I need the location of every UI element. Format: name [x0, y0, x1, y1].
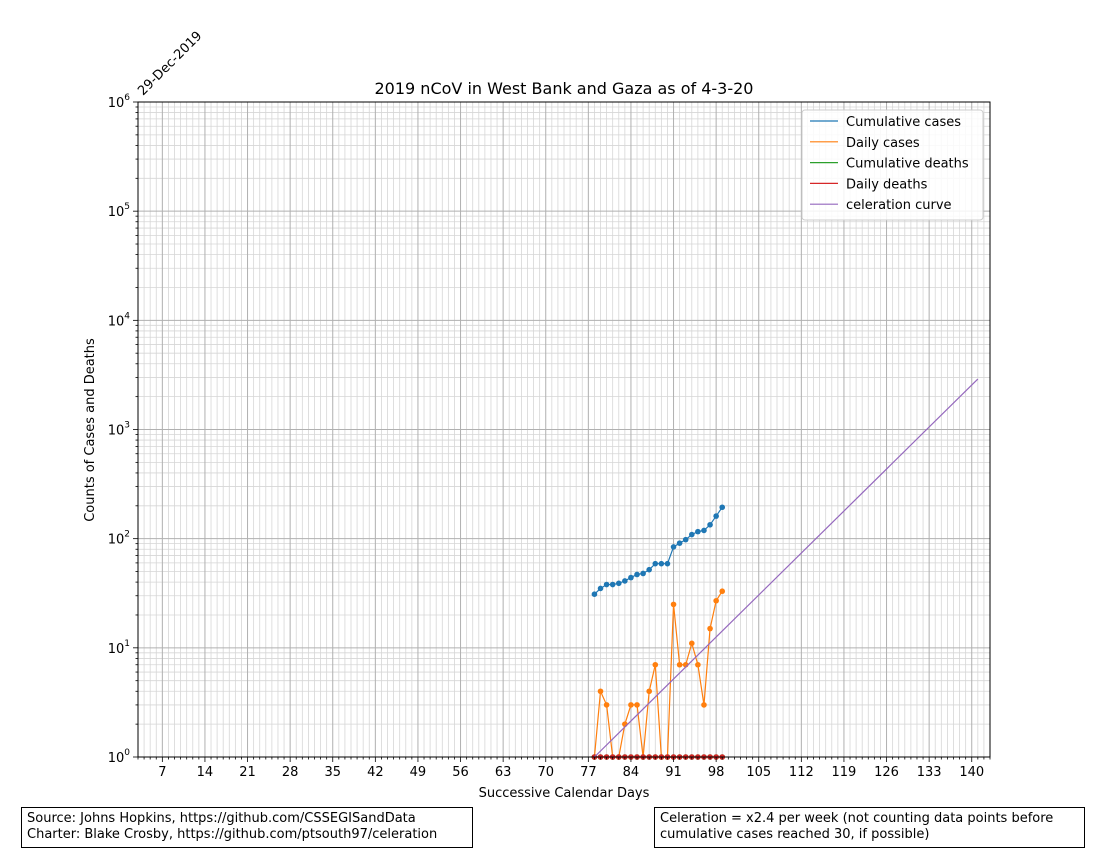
data-point: [646, 566, 652, 573]
x-tick-label: 84: [623, 765, 640, 780]
x-tick-label: 119: [832, 765, 857, 780]
x-tick-label: 21: [239, 765, 256, 780]
y-tick-label: 105: [108, 202, 130, 220]
y-tick-label: 104: [108, 311, 131, 329]
x-axis-ticks: 7 14 21 28 35 42 49 56 63 70 77 84 91 98 105 112 119 126 1…: [137, 757, 991, 780]
data-point: [676, 540, 683, 546]
x-tick-label: 63: [495, 765, 512, 780]
y-tick-label: 100: [108, 748, 131, 766]
x-tick-label: 105: [746, 765, 771, 780]
data-point: [609, 581, 616, 588]
celeration-note: Celeration = x2.4 per week (not counting…: [654, 807, 1085, 848]
x-tick-label: 91: [665, 765, 682, 780]
x-axis-label: Successive Calendar Days: [479, 786, 650, 801]
data-point: [652, 560, 659, 567]
series-line-cumulative-cases: [594, 506, 723, 595]
data-point: [707, 625, 713, 632]
data-point: [719, 588, 726, 595]
x-tick-label: 112: [789, 765, 814, 780]
x-tick-label: 7: [158, 765, 166, 780]
data-point: [670, 601, 677, 608]
data-point: [682, 536, 689, 543]
legend-label: Daily deaths: [846, 177, 928, 192]
celeration-line-2: cumulative cases reached 30, if possible…: [660, 827, 930, 842]
data-point: [713, 597, 719, 604]
data-point: [664, 560, 671, 567]
x-tick-label: 35: [324, 765, 341, 780]
x-tick-label: 77: [580, 765, 597, 780]
data-point: [676, 661, 683, 668]
celeration-line-1: Celeration = x2.4 per week (not counting…: [660, 811, 1054, 826]
y-tick-label: 103: [108, 421, 130, 439]
data-point: [713, 513, 719, 519]
series-daily-cases: [591, 588, 726, 760]
legend-label: Cumulative deaths: [846, 157, 969, 172]
data-point: [701, 527, 707, 534]
legend-label: Daily cases: [846, 136, 920, 151]
series-line-daily-cases: [593, 590, 723, 758]
data-point: [695, 528, 701, 535]
data-point: [615, 580, 622, 587]
source-note: Source: Johns Hopkins, https://github.co…: [21, 807, 473, 848]
legend-label: Cumulative cases: [846, 115, 961, 130]
data-point: [652, 661, 659, 668]
data-point: [628, 574, 634, 581]
y-axis-label: Counts of Cases and Deaths: [83, 338, 98, 522]
data-point: [622, 578, 628, 584]
data-point: [719, 504, 726, 511]
start-date-label: 29-Dec-2019: [135, 29, 205, 99]
y-tick-label: 101: [108, 639, 130, 657]
data-point: [603, 581, 610, 588]
data-point: [628, 702, 634, 708]
x-tick-label: 42: [367, 765, 384, 780]
y-tick-label: 106: [108, 93, 131, 111]
data-point: [689, 640, 695, 647]
legend: Cumulative cases Daily cases Cumulative de…: [801, 109, 984, 221]
x-tick-label: 49: [410, 765, 427, 780]
data-point: [622, 721, 628, 727]
chart-title: 2019 nCoV in West Bank and Gaza as of 4-…: [375, 79, 754, 98]
legend-box: [801, 109, 984, 221]
data-point: [646, 688, 652, 695]
data-point: [701, 702, 707, 708]
data-point: [695, 661, 701, 668]
y-tick-label: 102: [108, 530, 130, 548]
x-tick-label: 140: [959, 765, 984, 780]
y-axis-ticks: 100 101 102 103 104 105 106: [108, 93, 138, 766]
x-tick-label: 56: [452, 765, 469, 780]
data-point: [634, 571, 640, 578]
data-point: [640, 570, 646, 577]
data-point: [634, 702, 640, 708]
data-point: [591, 591, 598, 597]
x-tick-label: 70: [537, 765, 554, 780]
x-tick-label: 133: [917, 765, 942, 780]
charter-line: Charter: Blake Crosby, https://github.co…: [27, 827, 438, 842]
x-tick-label: 14: [197, 765, 214, 780]
data-point: [689, 531, 695, 538]
data-point: [603, 702, 610, 708]
series-celeration-curve: [594, 378, 979, 758]
legend-label: celeration curve: [846, 198, 952, 213]
series-line-celeration-curve: [594, 378, 979, 758]
data-point: [597, 688, 604, 695]
data-point: [658, 560, 665, 567]
source-line: Source: Johns Hopkins, https://github.co…: [27, 811, 416, 826]
x-tick-label: 126: [874, 765, 899, 780]
x-tick-label: 98: [708, 765, 725, 780]
data-point: [707, 521, 713, 528]
series-cumulative-cases: [591, 504, 726, 597]
x-tick-label: 28: [282, 765, 299, 780]
data-point: [670, 544, 677, 550]
data-point: [597, 585, 604, 592]
